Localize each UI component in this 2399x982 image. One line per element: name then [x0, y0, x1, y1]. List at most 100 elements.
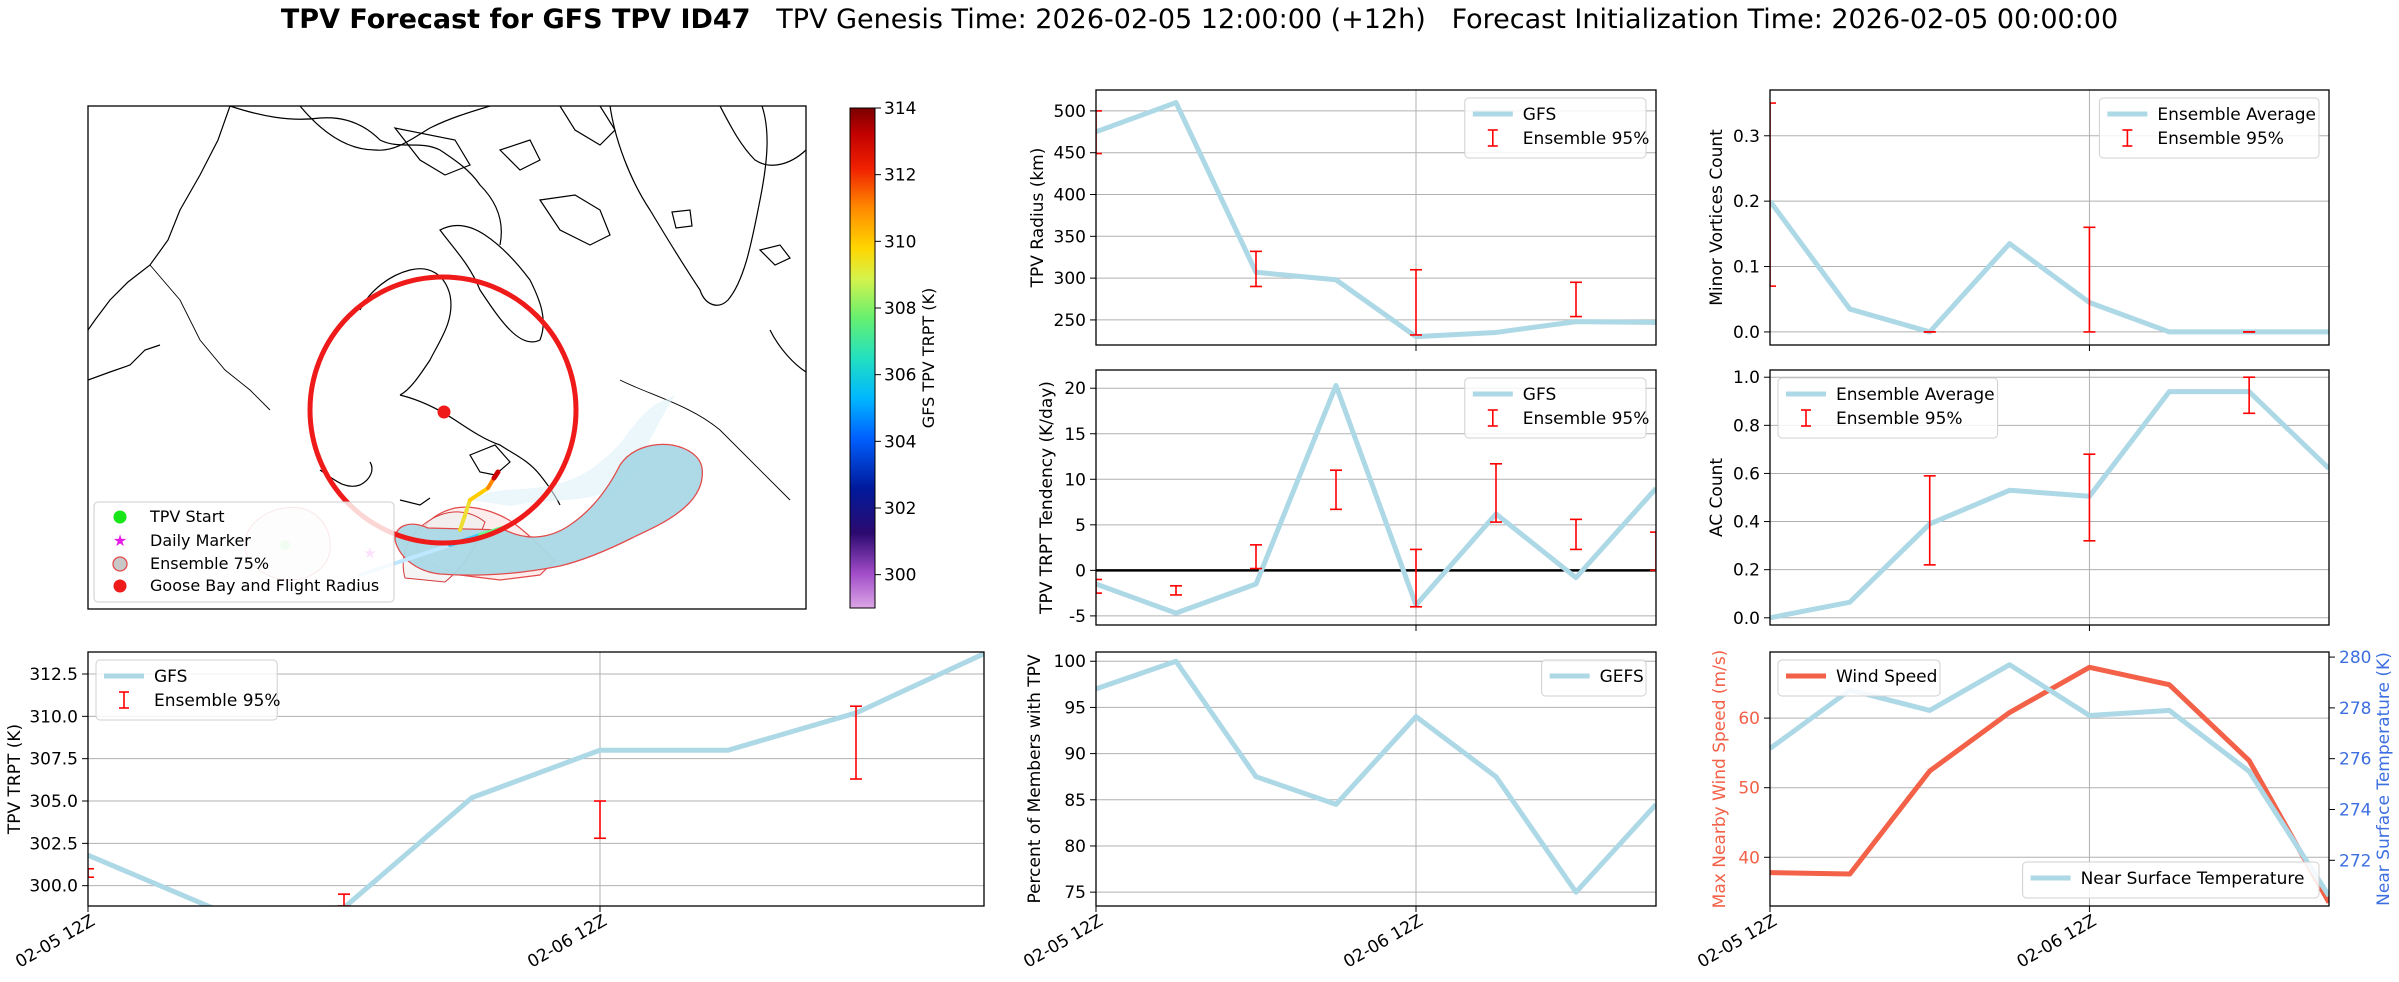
ac-errorbar-2	[2243, 376, 2256, 415]
percent-series-gefs	[1096, 658, 1656, 895]
radius-series-gfs	[1096, 100, 1656, 340]
minor-legend-box	[2098, 97, 2320, 159]
trpt-axes-frame	[87, 651, 985, 907]
flight-radius-ring	[307, 274, 579, 546]
ac-legend-label-0: Ensemble Average	[1836, 385, 1995, 405]
trpt-xtick-label: 02-06 12Z	[524, 911, 610, 972]
wind-legend-label-0: Wind Speed	[1836, 667, 1937, 687]
tendency-ylabel: TPV TRPT Tendency (K/day)	[1037, 381, 1057, 615]
radius-ytick-label: 500	[1054, 102, 1086, 122]
tendency-ytick-label: 10	[1064, 470, 1086, 490]
ac-ytick-label: 0.0	[1733, 609, 1760, 629]
ac-axes-frame	[1769, 369, 2330, 626]
trpt-ytick-label: 312.5	[29, 665, 78, 685]
ac-data	[1770, 376, 2329, 621]
wind-ytick-right-label: 274	[2339, 800, 2371, 820]
init-time: Forecast Initialization Time: 2026-02-05…	[1451, 4, 2119, 35]
radius-panel: 250 300 350 400 450 500 TPV Radius (km) GFS Ense…	[1028, 89, 1657, 351]
wind-xtick-label: 02-05 12Z	[1694, 911, 1780, 972]
minor-errorbar-2	[2083, 226, 2096, 333]
wind-axes-frame	[1769, 651, 2330, 907]
radius-ytick-label: 300	[1054, 269, 1086, 289]
colorbar-tick-label-306: 306	[884, 366, 916, 386]
radius-legend-label-0: GFS	[1523, 105, 1556, 125]
legend-tpv-start: TPV Start	[149, 507, 225, 526]
ac-legend-label-1: Ensemble 95%	[1836, 409, 1963, 429]
trpt-legend-label-1: Ensemble 95%	[154, 691, 281, 711]
percent-legend: GEFS	[1541, 659, 1647, 697]
percent-axes-frame	[1095, 651, 1657, 907]
percent-ytick-label: 100	[1054, 652, 1086, 672]
trpt-ytick-label: 310.0	[29, 707, 78, 727]
tendency-axes-frame	[1095, 369, 1657, 626]
colorbar-tick-label-312: 312	[884, 166, 916, 186]
radius-data	[1096, 100, 1656, 340]
trpt-ytick-label: 307.5	[29, 750, 78, 770]
radius-errorbar-0	[1096, 110, 1102, 155]
tendency-panel: -5 0 5 10 15 20 TPV TRPT Tendency (K/day) GFS En…	[1037, 369, 1657, 631]
percent-ytick-label: 75	[1064, 883, 1086, 903]
colorbar-tick-label-310: 310	[884, 232, 916, 252]
trpt-legend-key-1	[119, 691, 129, 709]
figure-title: TPV Forecast for GFS TPV ID47 TPV Genesi…	[0, 4, 2399, 35]
goose-bay-icon	[113, 579, 127, 593]
colorbar	[849, 107, 876, 609]
tendency-errorbar-4	[1410, 548, 1422, 608]
daily-marker-icon: ★	[113, 531, 127, 550]
tendency-errorbar-6	[1570, 518, 1582, 551]
wind-ytick-right-label: 276	[2339, 750, 2371, 770]
ensemble-75-icon	[112, 556, 128, 572]
trpt-xtick-label: 02-05 12Z	[12, 911, 98, 972]
wind-panel: 40 50 60 02-05 12Z 02-06 12Z Max Nearby Wind …	[1694, 648, 2394, 972]
trpt-ylabel: TPV TRPT (K)	[5, 724, 25, 835]
ac-ytick-label: 0.2	[1733, 561, 1760, 581]
percent-xtick-label: 02-05 12Z	[1020, 911, 1106, 972]
ac-legend: Ensemble Average Ensemble 95%	[1777, 377, 1999, 439]
minor-ytick-label: 0.0	[1733, 323, 1760, 343]
ac-errorbar-1	[2083, 453, 2096, 542]
tendency-errorbar-1	[1170, 585, 1182, 596]
tendency-legend-key-1	[1487, 409, 1498, 427]
radius-ytick-label: 250	[1054, 311, 1086, 331]
trpt-errorbar-2	[594, 800, 606, 840]
percent-ytick-label: 95	[1064, 698, 1086, 718]
wind-ytick-right-label: 278	[2339, 699, 2371, 719]
colorbar-label: GFS TPV TRPT (K)	[919, 288, 938, 428]
tendency-legend-label-1: Ensemble 95%	[1523, 409, 1650, 429]
colorbar-tick-label-304: 304	[884, 432, 916, 452]
ac-ytick-label: 1.0	[1733, 368, 1760, 388]
ac-ytick-label: 0.6	[1733, 464, 1760, 484]
wind-legend-box	[1777, 659, 1941, 697]
percent-ytick-label: 80	[1064, 837, 1086, 857]
wind-legend: Wind Speed	[1777, 659, 1941, 697]
wind-ytick-label: 40	[1738, 848, 1760, 868]
minor-ytick-label: 0.1	[1733, 258, 1760, 278]
tendency-errorbar-5	[1490, 463, 1502, 523]
tendency-ytick-label: 15	[1064, 425, 1086, 445]
wind-legend-box	[2022, 861, 2320, 899]
legend-goose-bay: Goose Bay and Flight Radius	[150, 576, 379, 595]
tendency-ytick-label: 5	[1075, 516, 1086, 536]
ensemble-75-main	[394, 443, 704, 576]
percent-xtick-label: 02-06 12Z	[1340, 911, 1426, 972]
tendency-errorbar-7	[1650, 531, 1656, 572]
tendency-errorbar-3	[1330, 469, 1342, 511]
genesis-time: TPV Genesis Time: 2026-02-05 12:00:00 (+…	[776, 4, 1426, 35]
ac-panel: 0.0 0.2 0.4 0.6 0.8 1.0 AC Count Ensemble Avera…	[1707, 368, 2330, 631]
wind-legend: Near Surface Temperature	[2022, 861, 2320, 899]
ac-legend-key-1	[1801, 409, 1811, 427]
wind-legend-label-0: Near Surface Temperature	[2081, 869, 2305, 889]
radius-ylabel: TPV Radius (km)	[1028, 148, 1048, 289]
wind-ylabel-right: Near Surface Temperature (K)	[2374, 652, 2394, 906]
minor-series-ensemble-average	[1770, 199, 2329, 335]
minor-legend-key-1	[2122, 129, 2133, 147]
colorbar-tick-label-302: 302	[884, 499, 916, 519]
minor-ylabel: Minor Vortices Count	[1707, 129, 1727, 306]
map-panel: ★ TPV Start ★ Daily Marker Ensemble 75% …	[87, 99, 938, 610]
radius-errorbar-2	[1410, 268, 1422, 336]
radius-ytick-label: 450	[1054, 144, 1086, 164]
ac-errorbar-0	[1923, 475, 1936, 566]
tendency-ytick-label: -5	[1069, 607, 1086, 627]
trpt-panel: 300.0 302.5 305.0 307.5 310.0 312.5 02-05 12Z 0…	[5, 651, 985, 972]
